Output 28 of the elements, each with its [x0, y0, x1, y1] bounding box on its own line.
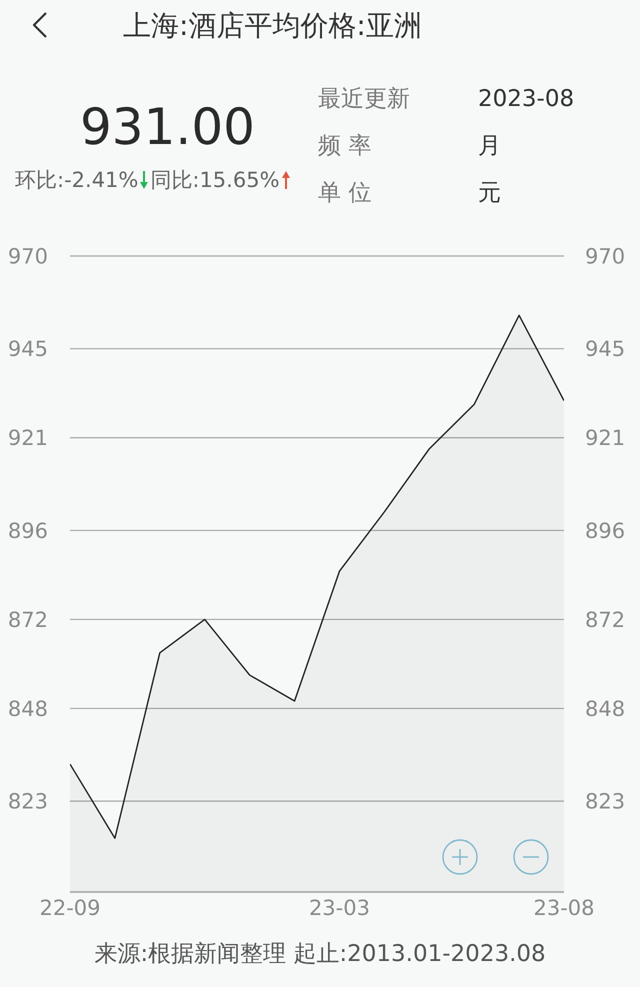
x-tick-label: 23-08 — [533, 896, 595, 920]
text: 2023-08 — [478, 85, 574, 114]
text: 同比:15.65% — [150, 167, 280, 194]
y-tick-label: 823 — [8, 790, 48, 814]
text: 单 位 — [318, 179, 372, 208]
y2-tick-label: 848 — [585, 696, 626, 721]
text: 环比:-2.41% — [15, 167, 138, 194]
y-tick-label: 921 — [8, 426, 48, 450]
text: 月 — [478, 132, 501, 161]
y-tick-label: 945 — [8, 337, 48, 362]
y2-tick-label: 970 — [585, 244, 626, 268]
y-tick-label: 872 — [8, 608, 48, 632]
chart-title: 上海:酒店平均价格:亚洲 — [123, 8, 422, 44]
y2-tick-label: 921 — [585, 426, 626, 450]
y2-tick-label: 896 — [585, 518, 626, 543]
y-tick-label: 970 — [8, 244, 48, 268]
y-tick-label: 848 — [8, 696, 48, 721]
source-note: 来源:根据新闻整理 起止:2013.01-2023.08 — [93, 940, 547, 969]
text: 频 率 — [318, 132, 372, 161]
text: 最近更新 — [318, 85, 410, 114]
y2-tick-label: 823 — [585, 790, 626, 814]
x-tick-label: 22-09 — [39, 896, 101, 920]
y2-tick-label: 945 — [585, 337, 626, 362]
y2-tick-label: 872 — [585, 608, 626, 632]
text: 元 — [478, 179, 501, 208]
y-tick-label: 896 — [8, 518, 48, 543]
x-tick-label: 23-03 — [308, 896, 370, 920]
text: 931.00 — [80, 98, 255, 156]
